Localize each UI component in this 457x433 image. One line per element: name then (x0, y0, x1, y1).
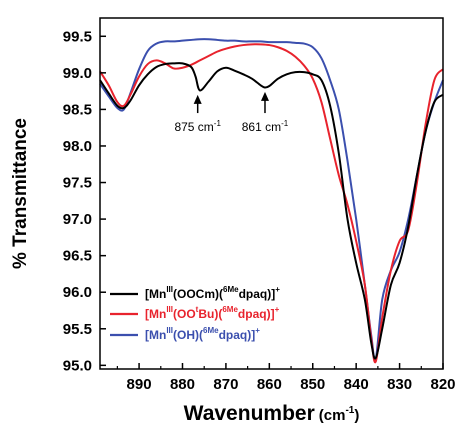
plot-frame (99, 17, 444, 370)
y-tick-label-8: 99.0 (63, 65, 92, 82)
y-axis-title: % Transmittance (10, 118, 31, 269)
annotations: 875 cm-1 861 cm-1 (174, 91, 289, 134)
y-tick-label-9: 99.5 (63, 28, 92, 45)
legend: [MnIII(OOCm)(6Medpaq)]+ [MnIII(OOtBu)(6Me… (110, 285, 280, 342)
annotation-arrowhead-1 (260, 91, 269, 101)
y-tick-label-6: 98.0 (63, 138, 92, 155)
x-axis-title: Wavenumber (cm-1) (184, 402, 360, 425)
annotation-arrowhead-0 (193, 94, 202, 104)
x-tick-label-7: 820 (430, 376, 455, 393)
x-tick-label-1: 880 (170, 376, 195, 393)
y-tick-label-3: 96.5 (63, 248, 92, 265)
legend-label-0: [MnIII(OOCm)(6Medpaq)]+ (145, 285, 280, 301)
y-tick-label-5: 97.5 (63, 175, 92, 192)
series-layer (99, 38, 444, 364)
y-axis-ticks: 95.0 95.5 96.0 96.5 97.0 97.5 98.0 98.5 99.0 99.5 (63, 28, 106, 374)
x-axis-title-unit: (cm (319, 407, 346, 424)
x-tick-label-0: 890 (127, 376, 152, 393)
x-tick-label-2: 870 (213, 376, 238, 393)
y-tick-label-1: 95.5 (63, 321, 92, 338)
x-tick-label-3: 860 (257, 376, 282, 393)
y-tick-label-2: 96.0 (63, 284, 92, 301)
x-axis-title-main: Wavenumber (184, 402, 315, 425)
series-line-2 (99, 38, 444, 362)
y-tick-label-4: 97.0 (63, 211, 92, 228)
legend-label-2: [MnIII(OH)(6Medpaq)]+ (145, 326, 260, 342)
y-tick-label-7: 98.5 (63, 101, 92, 118)
x-tick-label-6: 830 (387, 376, 412, 393)
series-line-1 (99, 43, 444, 364)
x-axis-ticks: 890 880 870 860 850 840 830 820 (116, 363, 456, 393)
x-axis-title-unit-sup: -1 (345, 405, 354, 416)
x-tick-label-4: 850 (300, 376, 325, 393)
x-tick-label-5: 840 (344, 376, 369, 393)
series-line-0 (99, 62, 444, 360)
legend-label-1: [MnIII(OOtBu)(6Medpaq)]+ (145, 305, 280, 321)
x-axis-title-unit-close: ) (354, 407, 359, 424)
annotation-label-1: 861 cm-1 (242, 119, 289, 134)
annotation-label-0: 875 cm-1 (174, 119, 221, 134)
y-tick-label-0: 95.0 (63, 357, 92, 374)
